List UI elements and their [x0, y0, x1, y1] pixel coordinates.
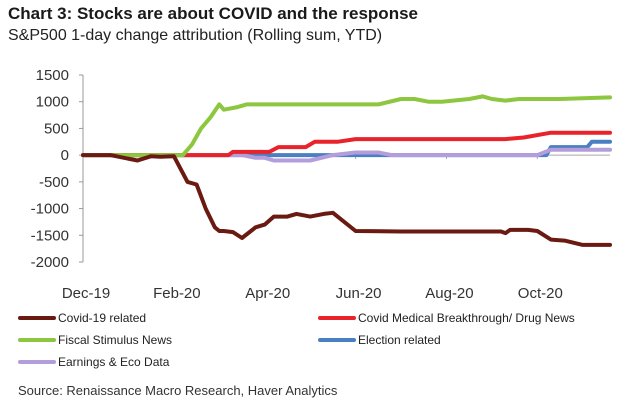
y-tick-label: -500	[39, 174, 69, 191]
x-tick-label: Aug-20	[425, 285, 473, 302]
legend-swatch	[18, 316, 56, 320]
series-line-covid-medical-breakthrough-drug-news	[81, 130, 612, 158]
series-line-covid-19-related	[81, 153, 612, 247]
legend-label: Earnings & Eco Data	[58, 355, 170, 369]
x-tick-label: Dec-19	[62, 285, 110, 302]
y-tick-label: 1000	[36, 94, 69, 111]
series-line-earnings-eco-data	[81, 147, 612, 163]
legend-item-earnings: Earnings & Eco Data	[18, 355, 169, 369]
series-line-fiscal-stimulus-news	[81, 94, 612, 158]
x-tick-label: Apr-20	[245, 285, 290, 302]
legend-item-medical: Covid Medical Breakthrough/ Drug News	[318, 311, 575, 325]
legend-swatch	[18, 360, 56, 364]
chart-subtitle: S&P500 1-day change attribution (Rolling…	[8, 27, 383, 44]
y-tick-label: 500	[44, 120, 69, 137]
source-note: Source: Renaissance Macro Research, Have…	[18, 383, 338, 398]
x-tick-label: Oct-20	[518, 285, 563, 302]
legend-label: Covid Medical Breakthrough/ Drug News	[358, 311, 575, 325]
y-tick-label: 0	[61, 147, 69, 164]
legend-item-election: Election related	[318, 333, 441, 347]
legend-item-covid: Covid-19 related	[18, 311, 146, 325]
y-tick-label: -1500	[31, 227, 69, 244]
x-tick-label: Feb-20	[153, 285, 201, 302]
y-tick-label: -1000	[31, 201, 69, 218]
y-tick-label: 1500	[36, 67, 69, 84]
legend-label: Fiscal Stimulus News	[58, 333, 173, 347]
chart-title: Chart 3: Stocks are about COVID and the …	[8, 4, 418, 23]
x-tick-label: Jun-20	[336, 285, 382, 302]
line-chart: 1500 1000 500 0 -500 -1000 -1500 -2000 Dec-19 Feb…	[31, 67, 612, 302]
legend-swatch	[318, 316, 356, 320]
legend-label: Covid-19 related	[58, 311, 147, 325]
legend-label: Election related	[358, 333, 441, 347]
legend-item-fiscal: Fiscal Stimulus News	[18, 333, 172, 347]
legend-swatch	[18, 338, 56, 342]
y-tick-label: -2000	[31, 254, 69, 271]
legend-swatch	[318, 338, 356, 342]
